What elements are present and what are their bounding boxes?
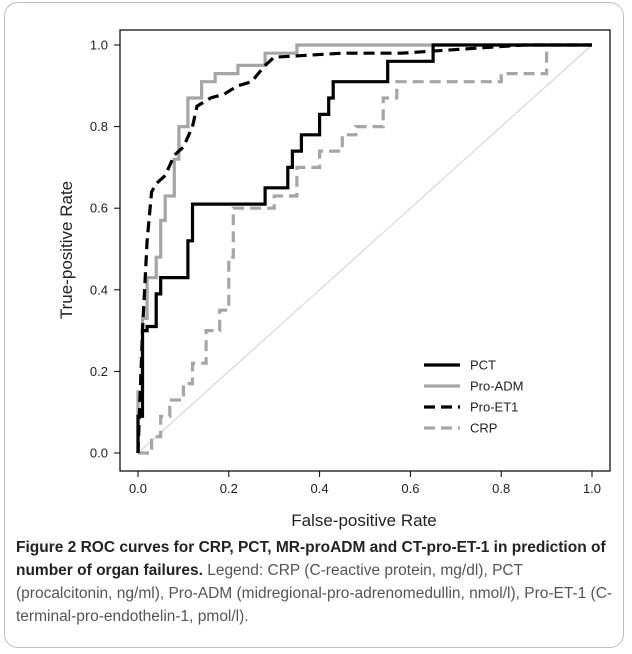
caption-legend-text: Legend: CRP (C-reactive protein, mg/dl),… [16, 562, 613, 625]
y-axis-label: True-positive Rate [57, 181, 76, 319]
roc-chart: 0.0 0.2 0.4 0.6 0.8 1.0 0.0 0.2 0.4 0.6 0.8 1.0 PCT… [57, 29, 611, 530]
x-axis-label: False-positive Rate [291, 511, 437, 530]
series-line-crp [138, 43, 592, 455]
x-tick-label: 0.6 [401, 481, 419, 496]
plot-area-border [119, 29, 611, 472]
series-line-pro-adm [136, 43, 592, 453]
legend-label-pro-et1: Pro-ET1 [470, 400, 518, 415]
x-tick-label: 0.4 [311, 481, 329, 496]
chart-legend: PCT Pro-ADM Pro-ET1 CRP [424, 358, 523, 436]
reference-diagonal-line [137, 44, 593, 454]
chart-series [136, 43, 593, 455]
x-tick-label: 0.8 [492, 481, 510, 496]
x-tick-label: 0.0 [129, 481, 147, 496]
legend-label-crp: CRP [470, 421, 497, 436]
series-line-pro-et1 [136, 43, 592, 454]
legend-label-pro-adm: Pro-ADM [470, 379, 523, 394]
figure-caption: Figure 2 ROC curves for CRP, PCT, MR-pro… [16, 536, 616, 628]
x-tick-label: 1.0 [583, 481, 601, 496]
legend-label-pct: PCT [470, 358, 496, 373]
y-tick-label: 0.8 [90, 119, 108, 134]
caption-title: Figure 2 ROC curves for CRP, PCT, MR-pro… [16, 539, 606, 579]
y-tick-label: 0.2 [90, 364, 108, 379]
y-tick-label: 0.6 [90, 201, 108, 216]
y-tick-label: 1.0 [90, 38, 108, 53]
chart-axes: 0.0 0.2 0.4 0.6 0.8 1.0 0.0 0.2 0.4 0.6 0.8 1.0 [90, 29, 611, 496]
y-tick-label: 0.0 [90, 446, 108, 461]
series-line-pct [136, 43, 592, 453]
x-tick-label: 0.2 [220, 481, 238, 496]
y-tick-label: 0.4 [90, 282, 108, 297]
